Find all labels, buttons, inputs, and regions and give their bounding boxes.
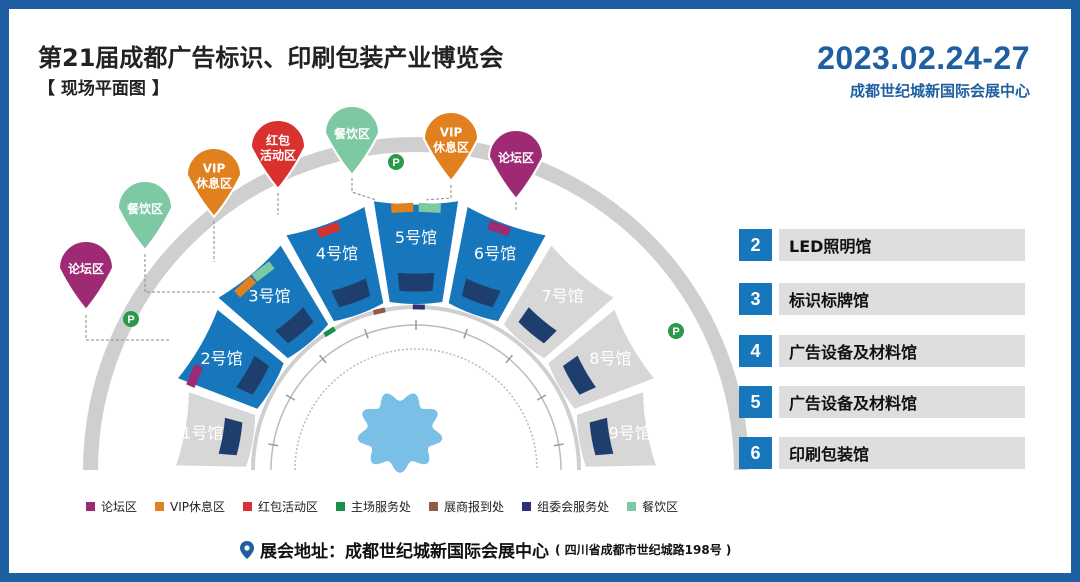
legend-swatch — [243, 502, 252, 511]
legend-swatch — [627, 502, 636, 511]
service-marker — [413, 304, 425, 309]
legend-item: 论坛区 — [86, 498, 137, 515]
arena-tick — [286, 395, 295, 400]
pin-label: 论坛区 — [68, 261, 104, 276]
pin-label: VIP — [203, 162, 226, 176]
hall-label: 4号馆 — [316, 244, 358, 263]
hall-number-badge: 4 — [739, 335, 772, 367]
legend-swatch — [336, 502, 345, 511]
legend-item: 展商报到处 — [429, 498, 504, 515]
hall-label: 8号馆 — [589, 349, 631, 368]
legend-swatch — [522, 502, 531, 511]
legend-label: VIP休息区 — [170, 498, 225, 515]
venue-address: 展会地址： 成都世纪城新国际会展中心 ( 四川省成都市世纪城路198号 ) — [240, 537, 731, 562]
legend-item: 红包活动区 — [243, 498, 318, 515]
hall-list-row: 5 广告设备及材料馆 — [739, 386, 1025, 418]
hall-label: 2号馆 — [200, 349, 242, 368]
hall-label: 7号馆 — [541, 286, 583, 305]
legend-label: 红包活动区 — [258, 498, 318, 515]
map-pin-dining[interactable]: 餐饮区 — [118, 181, 172, 250]
hall-number-badge: 3 — [739, 283, 772, 315]
parking-label: P — [127, 314, 134, 326]
arena-tick — [537, 395, 546, 400]
parking-label: P — [392, 157, 399, 169]
pin-label: 论坛区 — [498, 150, 534, 165]
hall-number-badge: 5 — [739, 386, 772, 418]
address-detail: ( 四川省成都市世纪城路198号 ) — [555, 541, 731, 558]
map-pin-vip[interactable]: VIP休息区 — [424, 112, 478, 181]
pin-label: 休息区 — [195, 176, 232, 191]
service-marker — [323, 326, 336, 337]
pin-connector — [352, 178, 376, 200]
pin-connector — [425, 185, 451, 200]
map-pin-forum[interactable]: 论坛区 — [489, 130, 543, 199]
legend-swatch — [86, 502, 95, 511]
hall-label: 3号馆 — [248, 286, 290, 305]
parking-label: P — [672, 326, 679, 338]
arena-tick — [554, 444, 564, 446]
legend-item: 主场服务处 — [336, 498, 411, 515]
hall-number-badge: 6 — [739, 437, 772, 469]
pin-label: 餐饮区 — [127, 201, 163, 216]
legend-swatch — [429, 502, 438, 511]
hall-name: 广告设备及材料馆 — [779, 386, 1025, 418]
pin-label: 红包 — [266, 133, 290, 148]
hall-label: 1号馆 — [181, 423, 223, 442]
hall-label: 5号馆 — [395, 228, 437, 247]
legend-item: 餐饮区 — [627, 498, 678, 515]
hall-name: 广告设备及材料馆 — [779, 335, 1025, 367]
hall-list-row: 6 印刷包装馆 — [739, 437, 1025, 469]
legend-label: 餐饮区 — [642, 498, 678, 515]
fountain-pool — [358, 394, 443, 474]
pin-label: VIP — [440, 126, 463, 140]
booth-marker — [419, 203, 441, 213]
legend-swatch — [155, 502, 164, 511]
legend-item: VIP休息区 — [155, 498, 225, 515]
parking-icon: P — [388, 154, 404, 170]
hall-number-badge: 2 — [739, 229, 772, 261]
legend-label: 展商报到处 — [444, 498, 504, 515]
pin-label: 活动区 — [260, 148, 296, 163]
hall-name: LED照明馆 — [779, 229, 1025, 261]
booth-marker — [391, 203, 413, 213]
address-value: 成都世纪城新国际会展中心 — [345, 537, 549, 562]
hall-name: 印刷包装馆 — [779, 437, 1025, 469]
hall-list-row: 3 标识标牌馆 — [739, 283, 1025, 315]
legend-label: 论坛区 — [101, 498, 137, 515]
hall-entrance-band — [398, 273, 435, 292]
pin-label: 餐饮区 — [334, 126, 370, 141]
map-legend: 论坛区 VIP休息区 红包活动区 主场服务处 展商报到处 组委会服务处 餐饮区 — [86, 496, 696, 516]
hall-list-row: 2 LED照明馆 — [739, 229, 1025, 261]
legend-item: 组委会服务处 — [522, 498, 609, 515]
arena-tick — [268, 444, 278, 446]
service-marker — [373, 307, 386, 315]
hall-name: 标识标牌馆 — [779, 283, 1025, 315]
parking-icon: P — [668, 323, 684, 339]
parking-icon: P — [123, 311, 139, 327]
hall-label: 9号馆 — [609, 423, 651, 442]
pin-label: 休息区 — [432, 140, 469, 155]
legend-label: 主场服务处 — [351, 498, 411, 515]
map-pin-forum[interactable]: 论坛区 — [59, 241, 113, 310]
hall-label: 6号馆 — [474, 244, 516, 263]
address-label: 展会地址： — [260, 537, 345, 562]
location-pin-icon — [240, 541, 254, 559]
map-pin-dining[interactable]: 餐饮区 — [325, 106, 379, 175]
legend-label: 组委会服务处 — [537, 498, 609, 515]
hall-list-row: 4 广告设备及材料馆 — [739, 335, 1025, 367]
